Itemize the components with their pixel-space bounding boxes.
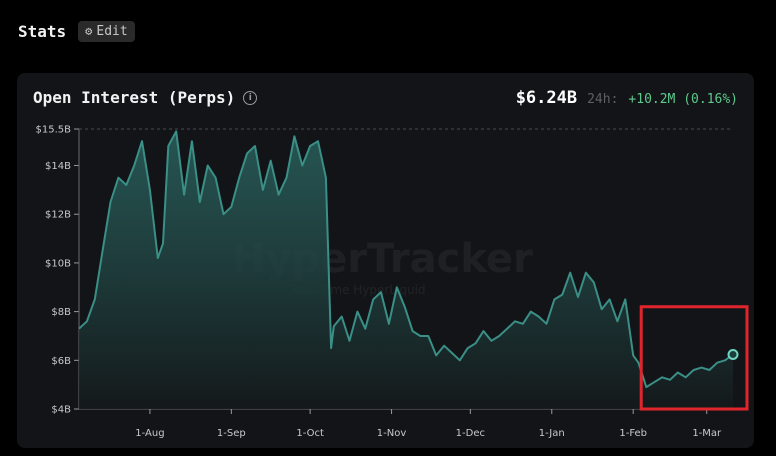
- series-area: [79, 131, 733, 409]
- y-tick-label: $12B: [45, 210, 71, 221]
- open-interest-chart[interactable]: HyperTracker Real-Time HyperLiquid $4B$6…: [17, 73, 754, 448]
- change-value: +10.2M (0.16%): [628, 92, 738, 107]
- y-tick-label: $10B: [45, 258, 71, 269]
- edit-label: Edit: [96, 23, 128, 39]
- card-title: Open Interest (Perps) i: [33, 88, 258, 107]
- stats-header: Stats ⚙ Edit: [18, 18, 135, 44]
- y-axis: $4B $6B $8B $10B $12B $14B $15.5B: [36, 125, 80, 416]
- latest-value-dot[interactable]: [727, 348, 739, 360]
- series-line: [78, 130, 734, 389]
- stats-title: Stats: [18, 21, 67, 41]
- y-tick-label: $14B: [45, 161, 71, 172]
- y-tick-label: $4B: [51, 405, 71, 416]
- x-tick-label: 1-Oct: [296, 428, 324, 439]
- open-interest-card: Open Interest (Perps) i $6.24B 24h: +10.…: [17, 73, 754, 448]
- change-label: 24h:: [587, 92, 619, 107]
- x-tick-label: 1-Sep: [217, 428, 246, 439]
- highlight-box: [639, 305, 749, 411]
- gear-icon: ⚙: [85, 24, 93, 38]
- x-tick-label: 1-Mar: [692, 428, 722, 439]
- open-interest-value: $6.24B: [515, 88, 578, 108]
- card-stats: $6.24B 24h: +10.2M (0.16%): [516, 88, 738, 108]
- x-tick-label: 1-Dec: [456, 428, 485, 439]
- y-tick-label: $15.5B: [36, 125, 72, 136]
- edit-button[interactable]: ⚙ Edit: [78, 20, 135, 42]
- x-axis: 1-Aug 1-Sep 1-Oct 1-Nov 1-Dec 1-Jan 1-Feb 1-Mar: [79, 408, 733, 439]
- x-tick-label: 1-Aug: [135, 428, 164, 439]
- x-tick-label: 1-Feb: [619, 428, 647, 439]
- card-title-text: Open Interest (Perps): [33, 88, 236, 107]
- y-tick-label: $8B: [51, 307, 71, 318]
- x-tick-label: 1-Nov: [377, 428, 407, 439]
- x-tick-label: 1-Jan: [539, 428, 565, 439]
- info-icon[interactable]: i: [243, 90, 258, 105]
- y-tick-label: $6B: [51, 356, 71, 367]
